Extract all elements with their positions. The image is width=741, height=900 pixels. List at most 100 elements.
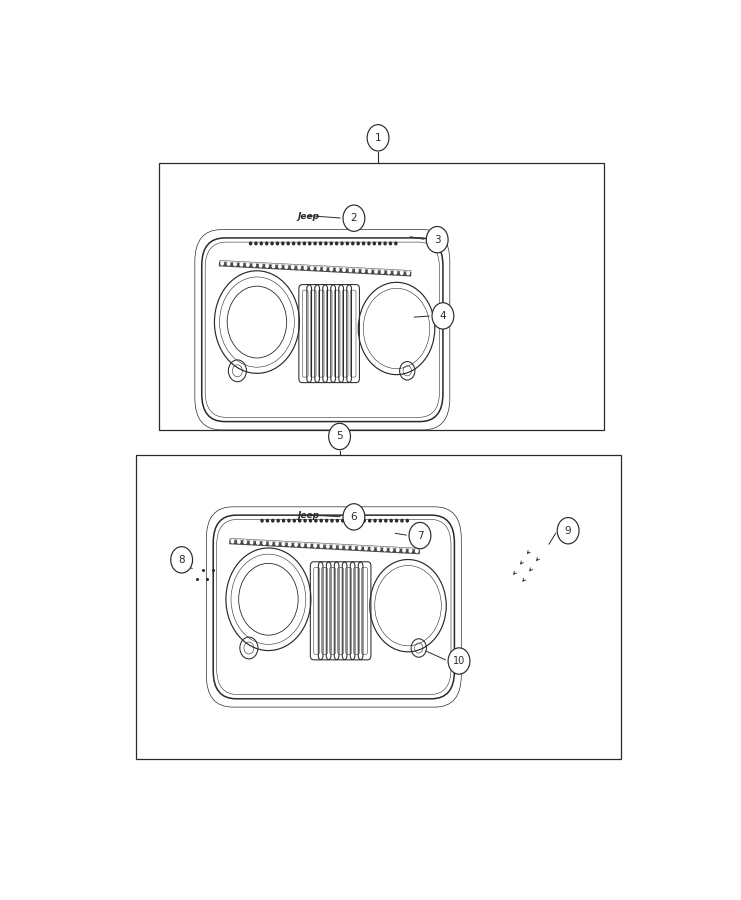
Circle shape [358, 519, 360, 522]
Circle shape [331, 519, 333, 522]
Circle shape [282, 543, 285, 545]
Circle shape [336, 242, 338, 245]
Circle shape [385, 519, 387, 522]
Text: 7: 7 [416, 531, 423, 541]
Circle shape [347, 519, 349, 522]
Circle shape [333, 545, 336, 548]
Circle shape [314, 242, 316, 245]
Circle shape [317, 267, 319, 270]
Circle shape [388, 271, 391, 274]
Circle shape [336, 519, 339, 522]
Circle shape [557, 518, 579, 544]
Circle shape [400, 271, 403, 274]
Text: 6: 6 [350, 512, 357, 522]
Circle shape [319, 242, 322, 245]
Circle shape [409, 522, 431, 549]
Circle shape [357, 242, 359, 245]
Circle shape [342, 519, 344, 522]
Circle shape [379, 519, 382, 522]
Circle shape [343, 504, 365, 530]
Circle shape [288, 543, 291, 545]
Text: Jeep: Jeep [297, 212, 319, 221]
Circle shape [277, 519, 279, 522]
Circle shape [401, 519, 403, 522]
Circle shape [363, 519, 365, 522]
Circle shape [330, 242, 332, 245]
Circle shape [244, 540, 247, 544]
Circle shape [266, 265, 268, 267]
Circle shape [221, 262, 224, 265]
Text: 8: 8 [179, 554, 185, 565]
Circle shape [330, 267, 333, 271]
Circle shape [356, 269, 358, 272]
Circle shape [276, 242, 279, 245]
Circle shape [263, 542, 265, 544]
Circle shape [261, 519, 263, 522]
Circle shape [394, 271, 396, 274]
Circle shape [353, 519, 354, 522]
Text: Jeep: Jeep [297, 511, 319, 520]
Circle shape [231, 540, 233, 543]
Circle shape [432, 302, 453, 329]
Circle shape [299, 519, 301, 522]
Circle shape [406, 519, 408, 522]
Circle shape [407, 272, 410, 274]
Circle shape [266, 242, 268, 245]
Circle shape [390, 242, 391, 245]
Circle shape [293, 242, 295, 245]
Circle shape [320, 544, 323, 547]
Circle shape [396, 548, 399, 552]
Circle shape [256, 541, 259, 544]
Circle shape [368, 242, 370, 245]
Circle shape [309, 242, 310, 245]
Circle shape [375, 270, 377, 273]
Circle shape [293, 519, 296, 522]
Circle shape [271, 242, 273, 245]
Circle shape [269, 542, 272, 544]
Circle shape [336, 268, 339, 271]
Circle shape [238, 540, 240, 544]
Circle shape [305, 266, 307, 269]
Text: 5: 5 [336, 431, 343, 442]
Circle shape [339, 545, 342, 548]
Circle shape [298, 242, 300, 245]
Circle shape [391, 519, 392, 522]
Circle shape [247, 263, 249, 266]
Circle shape [282, 519, 285, 522]
Circle shape [396, 519, 398, 522]
Circle shape [298, 266, 300, 269]
Circle shape [315, 519, 317, 522]
Text: 2: 2 [350, 213, 357, 223]
Circle shape [250, 242, 252, 245]
Circle shape [303, 242, 305, 245]
Circle shape [255, 242, 257, 245]
Circle shape [295, 543, 297, 546]
Circle shape [343, 205, 365, 231]
Circle shape [253, 264, 256, 266]
Circle shape [384, 548, 386, 551]
Circle shape [359, 546, 361, 550]
Circle shape [384, 242, 386, 245]
Circle shape [349, 268, 352, 272]
Circle shape [233, 263, 236, 266]
Circle shape [341, 242, 343, 245]
Circle shape [170, 546, 193, 573]
Circle shape [285, 266, 288, 268]
Circle shape [288, 519, 290, 522]
Circle shape [367, 124, 389, 151]
Circle shape [390, 548, 393, 551]
Circle shape [373, 242, 376, 245]
Circle shape [409, 549, 412, 553]
Circle shape [240, 263, 242, 266]
Circle shape [325, 242, 327, 245]
Circle shape [314, 544, 316, 547]
Circle shape [403, 549, 405, 552]
Text: 10: 10 [453, 656, 465, 666]
Circle shape [381, 270, 384, 274]
Circle shape [346, 242, 348, 245]
Circle shape [327, 544, 329, 548]
Circle shape [260, 242, 262, 245]
Circle shape [352, 546, 354, 549]
Circle shape [395, 242, 397, 245]
Circle shape [288, 242, 289, 245]
